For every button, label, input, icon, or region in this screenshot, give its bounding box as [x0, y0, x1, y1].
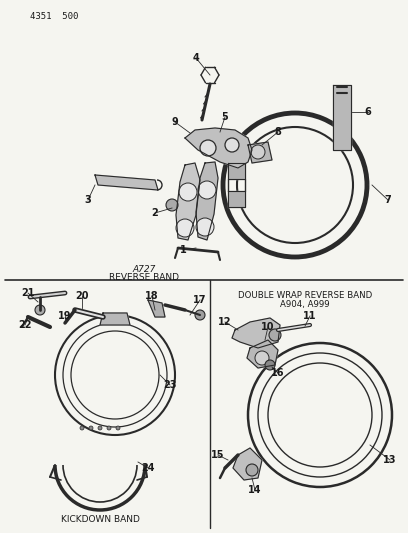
Text: DOUBLE WRAP REVERSE BAND: DOUBLE WRAP REVERSE BAND	[238, 290, 372, 300]
Circle shape	[251, 145, 265, 159]
Text: 17: 17	[193, 295, 207, 305]
Text: A727: A727	[132, 265, 156, 274]
Text: 21: 21	[21, 288, 35, 298]
Text: 5: 5	[222, 112, 228, 122]
Polygon shape	[196, 162, 218, 240]
Circle shape	[89, 426, 93, 430]
Circle shape	[107, 426, 111, 430]
Text: 19: 19	[58, 311, 72, 321]
Text: 16: 16	[271, 368, 285, 378]
Circle shape	[195, 310, 205, 320]
Polygon shape	[247, 340, 278, 368]
Circle shape	[200, 140, 216, 156]
Text: 1: 1	[180, 245, 186, 255]
Text: 24: 24	[141, 463, 155, 473]
Text: 12: 12	[218, 317, 232, 327]
Text: 13: 13	[383, 455, 397, 465]
Polygon shape	[185, 128, 252, 168]
Circle shape	[196, 218, 214, 236]
Polygon shape	[228, 163, 245, 179]
Polygon shape	[148, 300, 165, 317]
Text: 20: 20	[75, 291, 89, 301]
Circle shape	[166, 199, 178, 211]
Polygon shape	[95, 175, 158, 190]
Text: 3: 3	[84, 195, 91, 205]
Text: 2: 2	[152, 208, 158, 218]
Text: 11: 11	[303, 311, 317, 321]
Circle shape	[80, 426, 84, 430]
Polygon shape	[176, 163, 200, 240]
Text: A904, A999: A904, A999	[280, 301, 330, 310]
Text: 7: 7	[385, 195, 391, 205]
Text: REVERSE BAND: REVERSE BAND	[109, 273, 179, 282]
Polygon shape	[333, 85, 351, 150]
Text: 15: 15	[211, 450, 225, 460]
Circle shape	[265, 360, 275, 370]
Text: 9: 9	[172, 117, 178, 127]
Text: 22: 22	[18, 320, 32, 330]
Text: KICKDOWN BAND: KICKDOWN BAND	[60, 515, 140, 524]
Circle shape	[116, 426, 120, 430]
Text: 4: 4	[193, 53, 200, 63]
Polygon shape	[233, 448, 262, 480]
Polygon shape	[248, 142, 272, 163]
Circle shape	[179, 183, 197, 201]
Circle shape	[255, 351, 269, 365]
Text: 6: 6	[365, 107, 371, 117]
Text: 10: 10	[261, 322, 275, 332]
Circle shape	[98, 426, 102, 430]
Polygon shape	[100, 313, 130, 325]
Circle shape	[225, 138, 239, 152]
Text: 23: 23	[163, 380, 177, 390]
Text: 8: 8	[275, 127, 282, 137]
Text: 14: 14	[248, 485, 262, 495]
Circle shape	[35, 305, 45, 315]
Circle shape	[269, 329, 281, 341]
Circle shape	[246, 464, 258, 476]
Polygon shape	[228, 191, 245, 207]
Polygon shape	[232, 318, 280, 348]
Text: 18: 18	[145, 291, 159, 301]
Text: 4351  500: 4351 500	[30, 12, 78, 21]
Circle shape	[176, 219, 194, 237]
Circle shape	[198, 181, 216, 199]
